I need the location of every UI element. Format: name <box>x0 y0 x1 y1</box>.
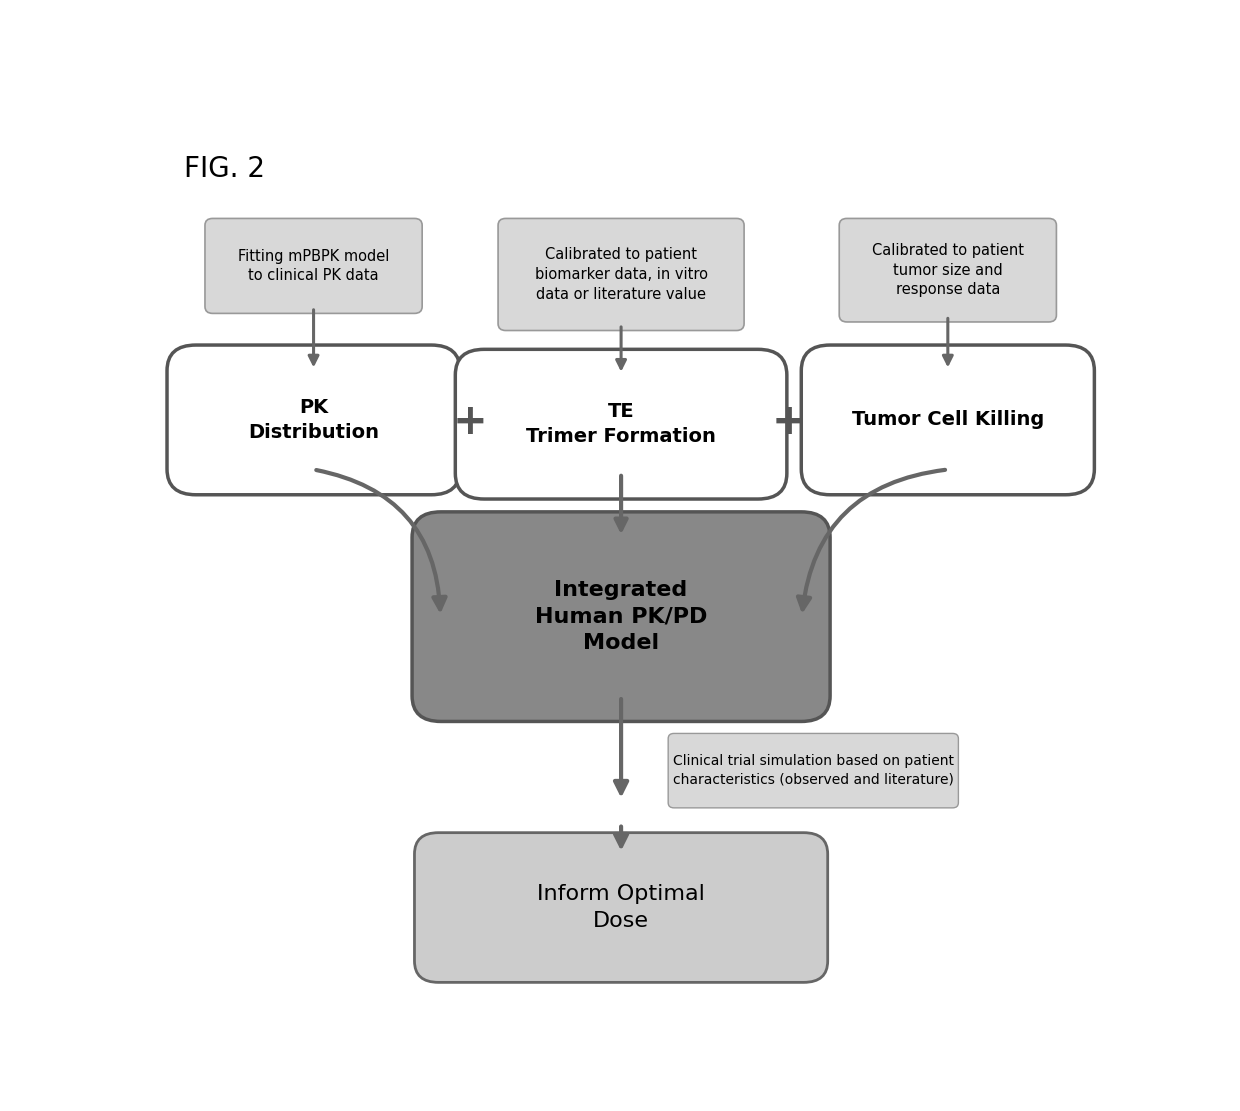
FancyBboxPatch shape <box>668 733 959 808</box>
Text: Integrated
Human PK/PD
Model: Integrated Human PK/PD Model <box>534 580 707 653</box>
Text: Inform Optimal
Dose: Inform Optimal Dose <box>537 884 706 931</box>
Text: TE
Trimer Formation: TE Trimer Formation <box>526 402 715 447</box>
Text: Fitting mPBPK model
to clinical PK data: Fitting mPBPK model to clinical PK data <box>238 249 389 283</box>
FancyBboxPatch shape <box>167 346 460 494</box>
FancyBboxPatch shape <box>412 512 830 721</box>
FancyBboxPatch shape <box>801 346 1095 494</box>
FancyArrowPatch shape <box>799 470 945 609</box>
FancyBboxPatch shape <box>455 349 787 499</box>
Text: +: + <box>771 401 807 442</box>
Text: Clinical trial simulation based on patient
characteristics (observed and literat: Clinical trial simulation based on patie… <box>673 754 954 787</box>
Text: FIG. 2: FIG. 2 <box>184 154 265 182</box>
Text: Calibrated to patient
tumor size and
response data: Calibrated to patient tumor size and res… <box>872 243 1024 298</box>
FancyBboxPatch shape <box>414 832 828 982</box>
Text: +: + <box>453 401 487 442</box>
Text: Calibrated to patient
biomarker data, in vitro
data or literature value: Calibrated to patient biomarker data, in… <box>534 247 708 302</box>
Text: PK
Distribution: PK Distribution <box>248 398 379 442</box>
FancyBboxPatch shape <box>839 219 1056 322</box>
FancyArrowPatch shape <box>316 470 445 609</box>
FancyBboxPatch shape <box>205 219 422 313</box>
Text: Tumor Cell Killing: Tumor Cell Killing <box>852 410 1044 430</box>
FancyBboxPatch shape <box>498 219 744 330</box>
